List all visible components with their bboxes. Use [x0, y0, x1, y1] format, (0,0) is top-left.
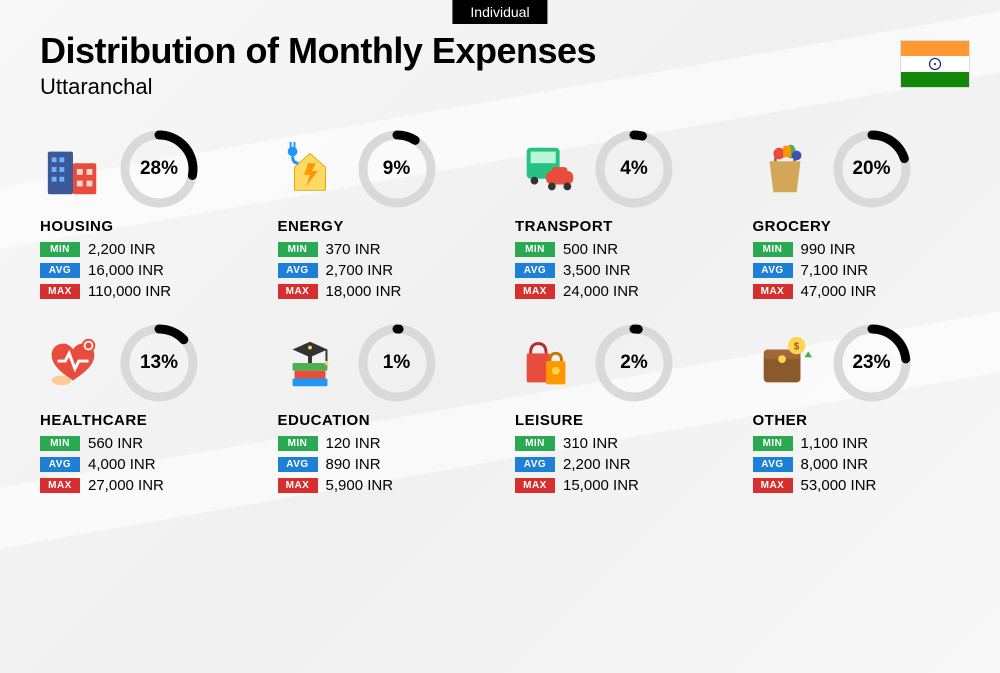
category-name: GROCERY: [753, 218, 961, 235]
percent-ring: 20%: [833, 130, 911, 208]
category-card: 20% GROCERY MIN990 INR AVG7,100 INR MAX4…: [753, 130, 961, 304]
grocery-icon: [753, 137, 818, 202]
stat-max: MAX24,000 INR: [515, 283, 723, 300]
header: Distribution of Monthly Expenses Uttaran…: [0, 0, 1000, 110]
page-title: Distribution of Monthly Expenses: [40, 30, 960, 72]
category-card: 1% EDUCATION MIN120 INR AVG890 INR MAX5,…: [278, 324, 486, 498]
percent-value: 4%: [595, 130, 673, 208]
stat-min: MIN1,100 INR: [753, 435, 961, 452]
category-name: ENERGY: [278, 218, 486, 235]
stat-avg: AVG2,200 INR: [515, 456, 723, 473]
percent-value: 28%: [120, 130, 198, 208]
stat-min: MIN2,200 INR: [40, 241, 248, 258]
category-name: HOUSING: [40, 218, 248, 235]
category-card: 4% TRANSPORT MIN500 INR AVG3,500 INR MAX…: [515, 130, 723, 304]
stat-max: MAX53,000 INR: [753, 477, 961, 494]
category-card: $ 23% OTHER MIN1,100 INR AVG8,000 INR MA…: [753, 324, 961, 498]
svg-text:$: $: [794, 341, 800, 352]
percent-ring: 4%: [595, 130, 673, 208]
stat-min: MIN120 INR: [278, 435, 486, 452]
category-name: HEALTHCARE: [40, 412, 248, 429]
housing-icon: [40, 137, 105, 202]
stat-max: MAX5,900 INR: [278, 477, 486, 494]
stat-avg: AVG8,000 INR: [753, 456, 961, 473]
stat-max: MAX110,000 INR: [40, 283, 248, 300]
stat-max: MAX47,000 INR: [753, 283, 961, 300]
percent-value: 2%: [595, 324, 673, 402]
transport-icon: [515, 137, 580, 202]
stat-min: MIN370 INR: [278, 241, 486, 258]
category-card: 9% ENERGY MIN370 INR AVG2,700 INR MAX18,…: [278, 130, 486, 304]
stat-avg: AVG890 INR: [278, 456, 486, 473]
category-card: 2% LEISURE MIN310 INR AVG2,200 INR MAX15…: [515, 324, 723, 498]
stat-min: MIN310 INR: [515, 435, 723, 452]
category-name: OTHER: [753, 412, 961, 429]
healthcare-icon: [40, 331, 105, 396]
energy-icon: [278, 137, 343, 202]
percent-ring: 13%: [120, 324, 198, 402]
stat-min: MIN990 INR: [753, 241, 961, 258]
category-card: 13% HEALTHCARE MIN560 INR AVG4,000 INR M…: [40, 324, 248, 498]
category-grid: 28% HOUSING MIN2,200 INR AVG16,000 INR M…: [0, 110, 1000, 518]
page-subtitle: Uttaranchal: [40, 74, 960, 100]
stat-max: MAX15,000 INR: [515, 477, 723, 494]
percent-ring: 28%: [120, 130, 198, 208]
stat-min: MIN500 INR: [515, 241, 723, 258]
percent-ring: 23%: [833, 324, 911, 402]
percent-value: 23%: [833, 324, 911, 402]
stat-avg: AVG16,000 INR: [40, 262, 248, 279]
education-icon: [278, 331, 343, 396]
percent-ring: 9%: [358, 130, 436, 208]
percent-value: 20%: [833, 130, 911, 208]
stat-max: MAX18,000 INR: [278, 283, 486, 300]
category-name: TRANSPORT: [515, 218, 723, 235]
category-card: 28% HOUSING MIN2,200 INR AVG16,000 INR M…: [40, 130, 248, 304]
percent-value: 9%: [358, 130, 436, 208]
stat-avg: AVG4,000 INR: [40, 456, 248, 473]
percent-value: 13%: [120, 324, 198, 402]
stat-avg: AVG7,100 INR: [753, 262, 961, 279]
stat-min: MIN560 INR: [40, 435, 248, 452]
percent-value: 1%: [358, 324, 436, 402]
leisure-icon: [515, 331, 580, 396]
stat-avg: AVG2,700 INR: [278, 262, 486, 279]
percent-ring: 1%: [358, 324, 436, 402]
percent-ring: 2%: [595, 324, 673, 402]
category-name: EDUCATION: [278, 412, 486, 429]
stat-avg: AVG3,500 INR: [515, 262, 723, 279]
stat-max: MAX27,000 INR: [40, 477, 248, 494]
category-name: LEISURE: [515, 412, 723, 429]
other-icon: $: [753, 331, 818, 396]
